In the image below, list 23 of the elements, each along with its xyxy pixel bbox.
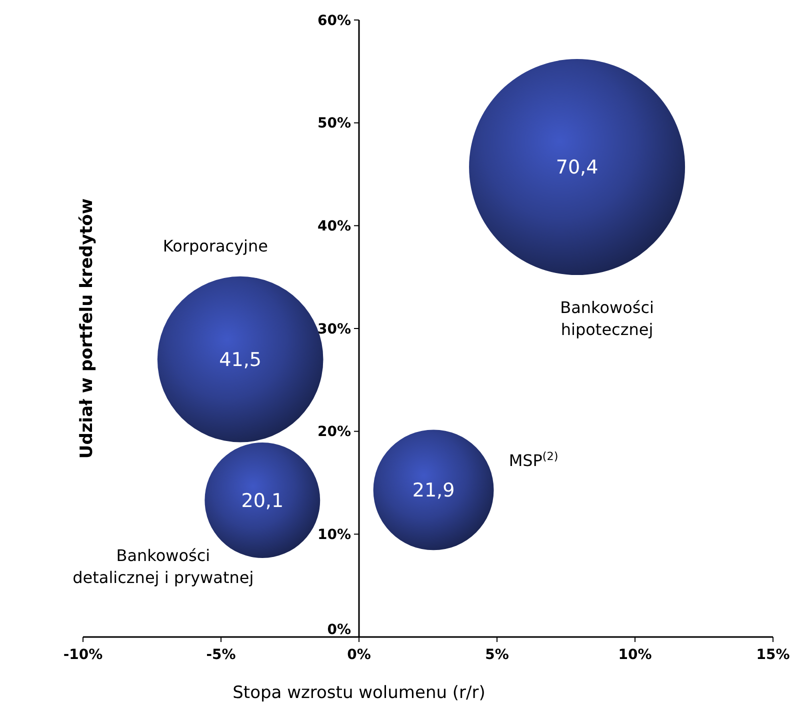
series-label: Bankowości hipotecznej bbox=[560, 298, 654, 339]
y-tick-label: 30% bbox=[317, 321, 351, 338]
series-label: Bankowości detalicznej i prywatnej bbox=[72, 546, 254, 587]
y-tick-label: 10% bbox=[317, 527, 351, 544]
x-tick-label: 15% bbox=[756, 647, 790, 663]
x-tick-label: -5% bbox=[206, 647, 236, 663]
x-tick-label: 0% bbox=[347, 647, 371, 663]
series-label: MSP$^{(2)}$ bbox=[508, 449, 558, 470]
data-label: 21,9 bbox=[412, 480, 455, 502]
y-axis-title: Udział w portfelu kredytów bbox=[77, 198, 97, 459]
x-tick-label: -10% bbox=[63, 647, 103, 663]
x-tick-label: 10% bbox=[618, 647, 652, 663]
series-label: Korporacyjne bbox=[162, 236, 268, 256]
data-label: 20,1 bbox=[241, 490, 284, 512]
y-tick-label: 20% bbox=[317, 424, 351, 440]
data-label: 41,5 bbox=[219, 349, 262, 371]
y-tick-label: 40% bbox=[317, 218, 351, 235]
x-axis-title: Stopa wzrostu wolumenu (r/r) bbox=[232, 683, 486, 703]
y-tick-label: 50% bbox=[317, 116, 351, 132]
y-tick-label: 60% bbox=[317, 12, 351, 29]
y-tick-label: 0% bbox=[327, 622, 351, 638]
data-label: 70,4 bbox=[556, 156, 598, 179]
x-tick-label: 5% bbox=[485, 647, 509, 663]
